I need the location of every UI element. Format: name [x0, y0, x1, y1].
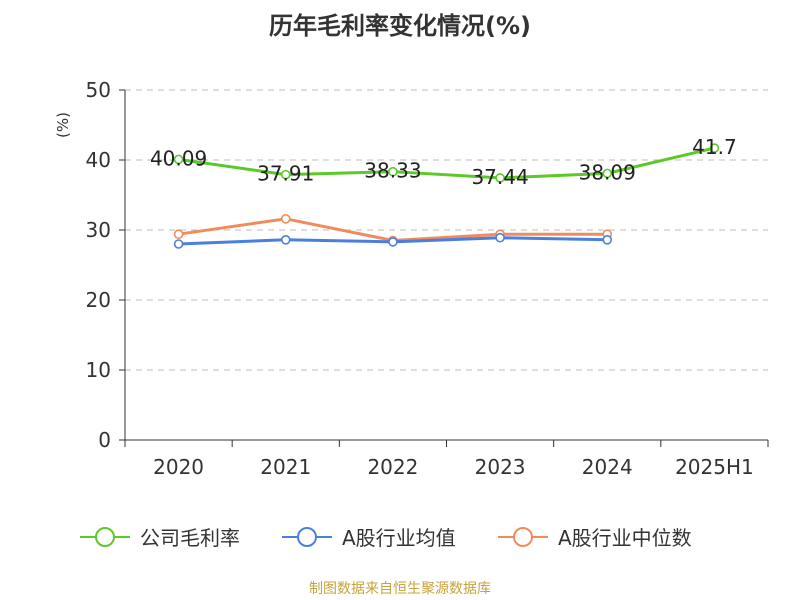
source-note: 制图数据来自恒生聚源数据库: [309, 581, 491, 597]
y-tick-label: 40: [86, 148, 111, 172]
data-label: 38.33: [364, 159, 421, 183]
data-point: [602, 168, 613, 179]
y-axis-label: (%): [54, 112, 72, 138]
data-point: [388, 237, 398, 247]
legend-label: 公司毛利率: [140, 526, 240, 550]
data-label: 38.09: [579, 160, 636, 184]
series-line: [178, 146, 715, 180]
data-label: 40.09: [150, 146, 207, 170]
data-point: [388, 166, 398, 177]
data-point: [280, 169, 291, 180]
y-tick-label: 10: [86, 358, 111, 382]
data-label: 37.44: [471, 165, 528, 189]
y-tick-label: 0: [98, 428, 111, 452]
data-label: 41.7: [692, 135, 737, 159]
data-point: [495, 173, 505, 183]
x-tick-label: 2021: [260, 455, 311, 479]
data-point: [602, 235, 613, 245]
x-tick-label: 2025H1: [675, 455, 754, 479]
data-point: [173, 229, 184, 239]
data-point: [280, 214, 291, 224]
data-label: 37.91: [257, 162, 314, 186]
x-tick-label: 2023: [475, 455, 526, 479]
legend-marker: [297, 527, 317, 547]
y-tick-label: 20: [86, 288, 111, 312]
x-tick-label: 2020: [153, 455, 204, 479]
data-point: [280, 235, 291, 245]
x-tick-label: 2022: [367, 455, 418, 479]
legend-marker: [95, 527, 115, 547]
y-tick-label: 30: [86, 218, 111, 242]
x-tick-label: 2024: [582, 455, 633, 479]
data-point: [173, 154, 184, 165]
data-point: [495, 232, 505, 243]
y-tick-label: 50: [86, 78, 111, 102]
data-point: [709, 143, 720, 153]
data-point: [173, 239, 184, 249]
chart-title: 历年毛利率变化情况(%): [269, 12, 531, 40]
legend-label: A股行业均值: [342, 526, 456, 550]
legend-marker: [513, 527, 533, 547]
legend-label: A股行业中位数: [558, 526, 692, 550]
